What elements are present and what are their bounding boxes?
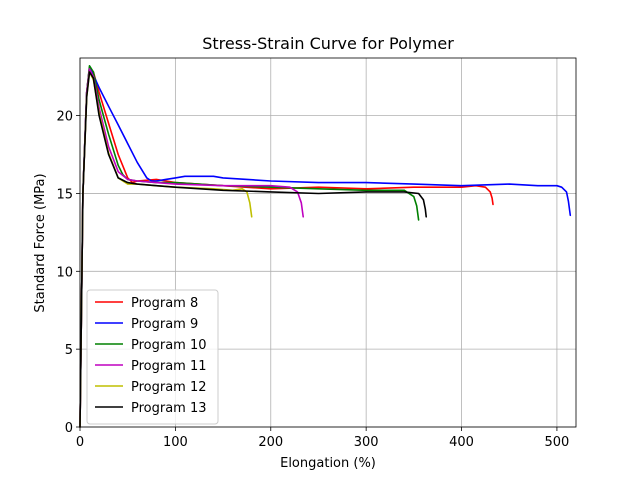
y-tick-label: 15	[56, 187, 73, 202]
series-line-program-13	[79, 71, 428, 428]
series-layer	[79, 65, 572, 428]
x-tick-label: 200	[258, 435, 283, 450]
x-tick-label: 100	[163, 435, 188, 450]
y-tick-label: 10	[56, 265, 73, 280]
x-tick-label: 500	[545, 435, 570, 450]
y-tick-label: 5	[65, 343, 73, 358]
legend-label: Program 11	[131, 359, 207, 374]
x-tick-label: 0	[76, 435, 84, 450]
legend-label: Program 10	[131, 338, 207, 353]
y-axis-label: Standard Force (MPa)	[33, 173, 48, 312]
legend-label: Program 13	[131, 401, 207, 416]
series-line-program-9	[79, 66, 572, 428]
legend: Program 8 Program 9 Program 10 Program 11 Pr…	[86, 289, 219, 425]
chart-title: Stress-Strain Curve for Polymer	[202, 34, 454, 53]
x-axis-label: Elongation (%)	[280, 456, 376, 471]
x-tick-label: 400	[449, 435, 474, 450]
tick-layer: 0 100 200 300 400 500 0 5 10 15 20	[56, 110, 569, 450]
x-tick-label: 300	[354, 435, 379, 450]
y-tick-label: 0	[65, 421, 73, 436]
legend-label: Program 12	[131, 380, 207, 395]
y-tick-label: 20	[56, 110, 73, 125]
plot-area-frame	[79, 57, 577, 428]
legend-label: Program 8	[131, 296, 198, 311]
legend-label: Program 9	[131, 317, 198, 332]
